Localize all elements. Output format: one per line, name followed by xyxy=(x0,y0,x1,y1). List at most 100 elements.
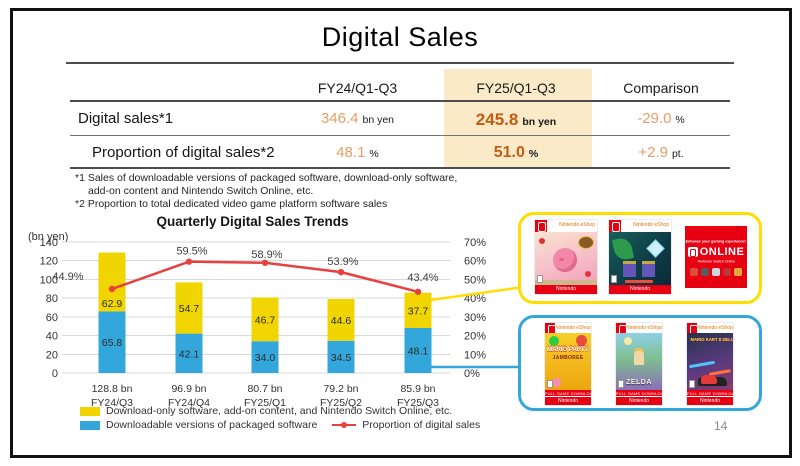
strawberry-icon xyxy=(585,271,591,277)
switch-logo-icon xyxy=(545,323,556,335)
game-cover-zelda-echoes-of-wisdom: Nintendo eShop ZELDA FULL GAME DOWNLOAD … xyxy=(616,323,662,405)
character-icon xyxy=(549,336,559,346)
chart-legend: Download-only software, add-on content, … xyxy=(80,404,480,432)
proportion-line-point xyxy=(414,288,422,295)
proportion-comparison-cell: +2.9 pt. xyxy=(592,144,730,162)
table-header-row: FY24/Q1-Q3 FY25/Q1-Q3 Comparison xyxy=(70,80,730,96)
footnote-2: *2 Proportion to total dedicated video g… xyxy=(75,198,388,210)
mario-kart-logo: MARIO KART 8 DELUXE xyxy=(690,337,733,343)
teal-mask-icon xyxy=(611,236,635,262)
mini-game-card xyxy=(623,261,636,277)
header-empty-cell xyxy=(70,80,275,96)
value: 245.8 xyxy=(475,110,519,129)
right-axis-tick: 30% xyxy=(464,312,486,324)
left-axis-tick: 60 xyxy=(46,312,58,324)
left-axis-tick: 120 xyxy=(40,256,58,268)
right-axis-tick: 0% xyxy=(464,368,480,380)
cover-header: Nintendo eShop xyxy=(609,220,671,232)
proportion-line-point xyxy=(108,285,116,293)
proportion-line-point xyxy=(337,268,345,276)
kirby-character xyxy=(553,248,577,272)
cover-header: Nintendo eShop xyxy=(616,323,662,335)
unit: % xyxy=(369,148,379,160)
proportion-point-label: 53.9% xyxy=(327,256,358,268)
bar-label-yellow: 46.7 xyxy=(255,314,276,326)
speed-streak xyxy=(688,360,716,369)
cover-header: Nintendo eShop xyxy=(535,220,597,232)
table-row-proportion: Proportion of digital sales*2 48.1 % 51.… xyxy=(70,144,730,162)
bar-segment-packaged xyxy=(251,341,279,373)
yellow-swatch-icon xyxy=(80,406,100,416)
download-only-content-box: Nintendo eShop Nintendo Nintendo eShop xyxy=(518,212,762,304)
right-axis-tick: 50% xyxy=(464,274,486,286)
proportion-line-point xyxy=(261,259,269,266)
rating-icon xyxy=(689,380,695,388)
service-icon xyxy=(690,267,698,276)
cover-art-pokemon-dlc xyxy=(609,232,671,285)
x-axis-category-label: FY25/Q3 xyxy=(397,397,439,409)
bar-label-yellow: 44.6 xyxy=(331,315,352,327)
bar-label-yellow: 54.7 xyxy=(179,303,200,315)
legend-row-1: Download-only software, add-on content, … xyxy=(80,404,480,418)
nintendo-label: Nintendo xyxy=(609,285,671,294)
proportion-point-label: 44.9% xyxy=(52,271,83,283)
right-axis-tick: 70% xyxy=(464,237,486,249)
packaged-software-downloads-box: Nintendo eShop MARIO PARTY JAMBOREE FULL… xyxy=(518,315,762,411)
fy25-highlight-band xyxy=(444,69,592,167)
game-cover-kirbys-dream-buffet: Nintendo eShop Nintendo xyxy=(535,220,597,294)
left-axis-tick: 140 xyxy=(40,237,58,249)
legend-label-proportion: Proportion of digital sales xyxy=(362,419,481,431)
value: 51.0 xyxy=(493,144,525,161)
character-icon xyxy=(552,378,561,387)
right-axis-tick: 10% xyxy=(464,349,486,361)
page-number: 14 xyxy=(714,419,728,433)
x-axis-total-label: 96.9 bn xyxy=(171,383,206,395)
chart-title: Quarterly Digital Sales Trends xyxy=(156,214,349,229)
nintendo-label: Nintendo xyxy=(545,397,591,405)
bar-segment-packaged xyxy=(327,340,355,373)
left-axis-unit-label: (bn yen) xyxy=(28,231,69,243)
proportion-line-point xyxy=(185,258,193,265)
logo-badge xyxy=(578,236,594,249)
bar-segment-download-only xyxy=(404,292,432,328)
switch-logo-icon xyxy=(687,246,698,257)
bar-label-blue: 48.1 xyxy=(408,345,429,357)
legend-label-packaged: Downloadable versions of packaged softwa… xyxy=(106,419,318,431)
sun-icon xyxy=(624,337,632,345)
proportion-point-label: 58.9% xyxy=(251,249,282,261)
quarterly-digital-sales-chart: 0 20 40 60 80 100 120 140 0% 10% 20% 30% 40% 50% 60% 70… xyxy=(40,237,487,409)
value: -29.0 xyxy=(637,110,672,127)
full-game-download-band: FULL GAME DOWNLOAD xyxy=(616,390,662,397)
unit: pt. xyxy=(671,148,684,160)
value: +2.9 xyxy=(638,144,668,161)
x-axis-category-label: FY24/Q4 xyxy=(168,397,210,409)
mini-game-card xyxy=(642,261,655,277)
switch-logo-icon xyxy=(535,220,547,232)
proportion-point-label: 59.5% xyxy=(176,246,207,258)
service-icon xyxy=(712,267,720,276)
bar-segment-download-only xyxy=(327,298,355,341)
add-on-text-bar xyxy=(625,280,653,283)
line-marker-icon xyxy=(332,422,357,428)
bar-segment-download-only xyxy=(251,297,279,342)
bar-label-yellow: 62.9 xyxy=(102,298,123,310)
cover-header: Nintendo eShop xyxy=(545,323,591,335)
row-label: Digital sales*1 xyxy=(78,110,174,127)
eshop-label: Nintendo eShop xyxy=(626,325,662,331)
digital-sales-fy24-cell: 346.4 bn yen xyxy=(275,110,440,130)
eshop-label: Nintendo eShop xyxy=(555,325,591,331)
cover-art-mario-party: MARIO PARTY JAMBOREE xyxy=(545,333,591,390)
title-divider xyxy=(66,62,734,64)
right-axis-tick: 20% xyxy=(464,331,486,343)
game-cover-pokemon-dlc: Nintendo eShop Nintendo xyxy=(609,220,671,294)
digital-sales-fy25-cell: 245.8 bn yen xyxy=(440,110,592,130)
nso-service-icons xyxy=(690,267,742,276)
indigo-disk-icon xyxy=(646,239,665,258)
legend-label-download-only: Download-only software, add-on content, … xyxy=(106,405,453,417)
left-axis-tick: 20 xyxy=(46,349,58,361)
nso-headline: Enhance your gaming experience! xyxy=(685,238,747,244)
nintendo-switch-online-card: Enhance your gaming experience! ONLINE N… xyxy=(685,226,747,288)
eshop-label: Nintendo eShop xyxy=(633,222,669,228)
legend-row-2: Downloadable versions of packaged softwa… xyxy=(80,418,480,432)
bar-segment-packaged xyxy=(404,327,432,373)
